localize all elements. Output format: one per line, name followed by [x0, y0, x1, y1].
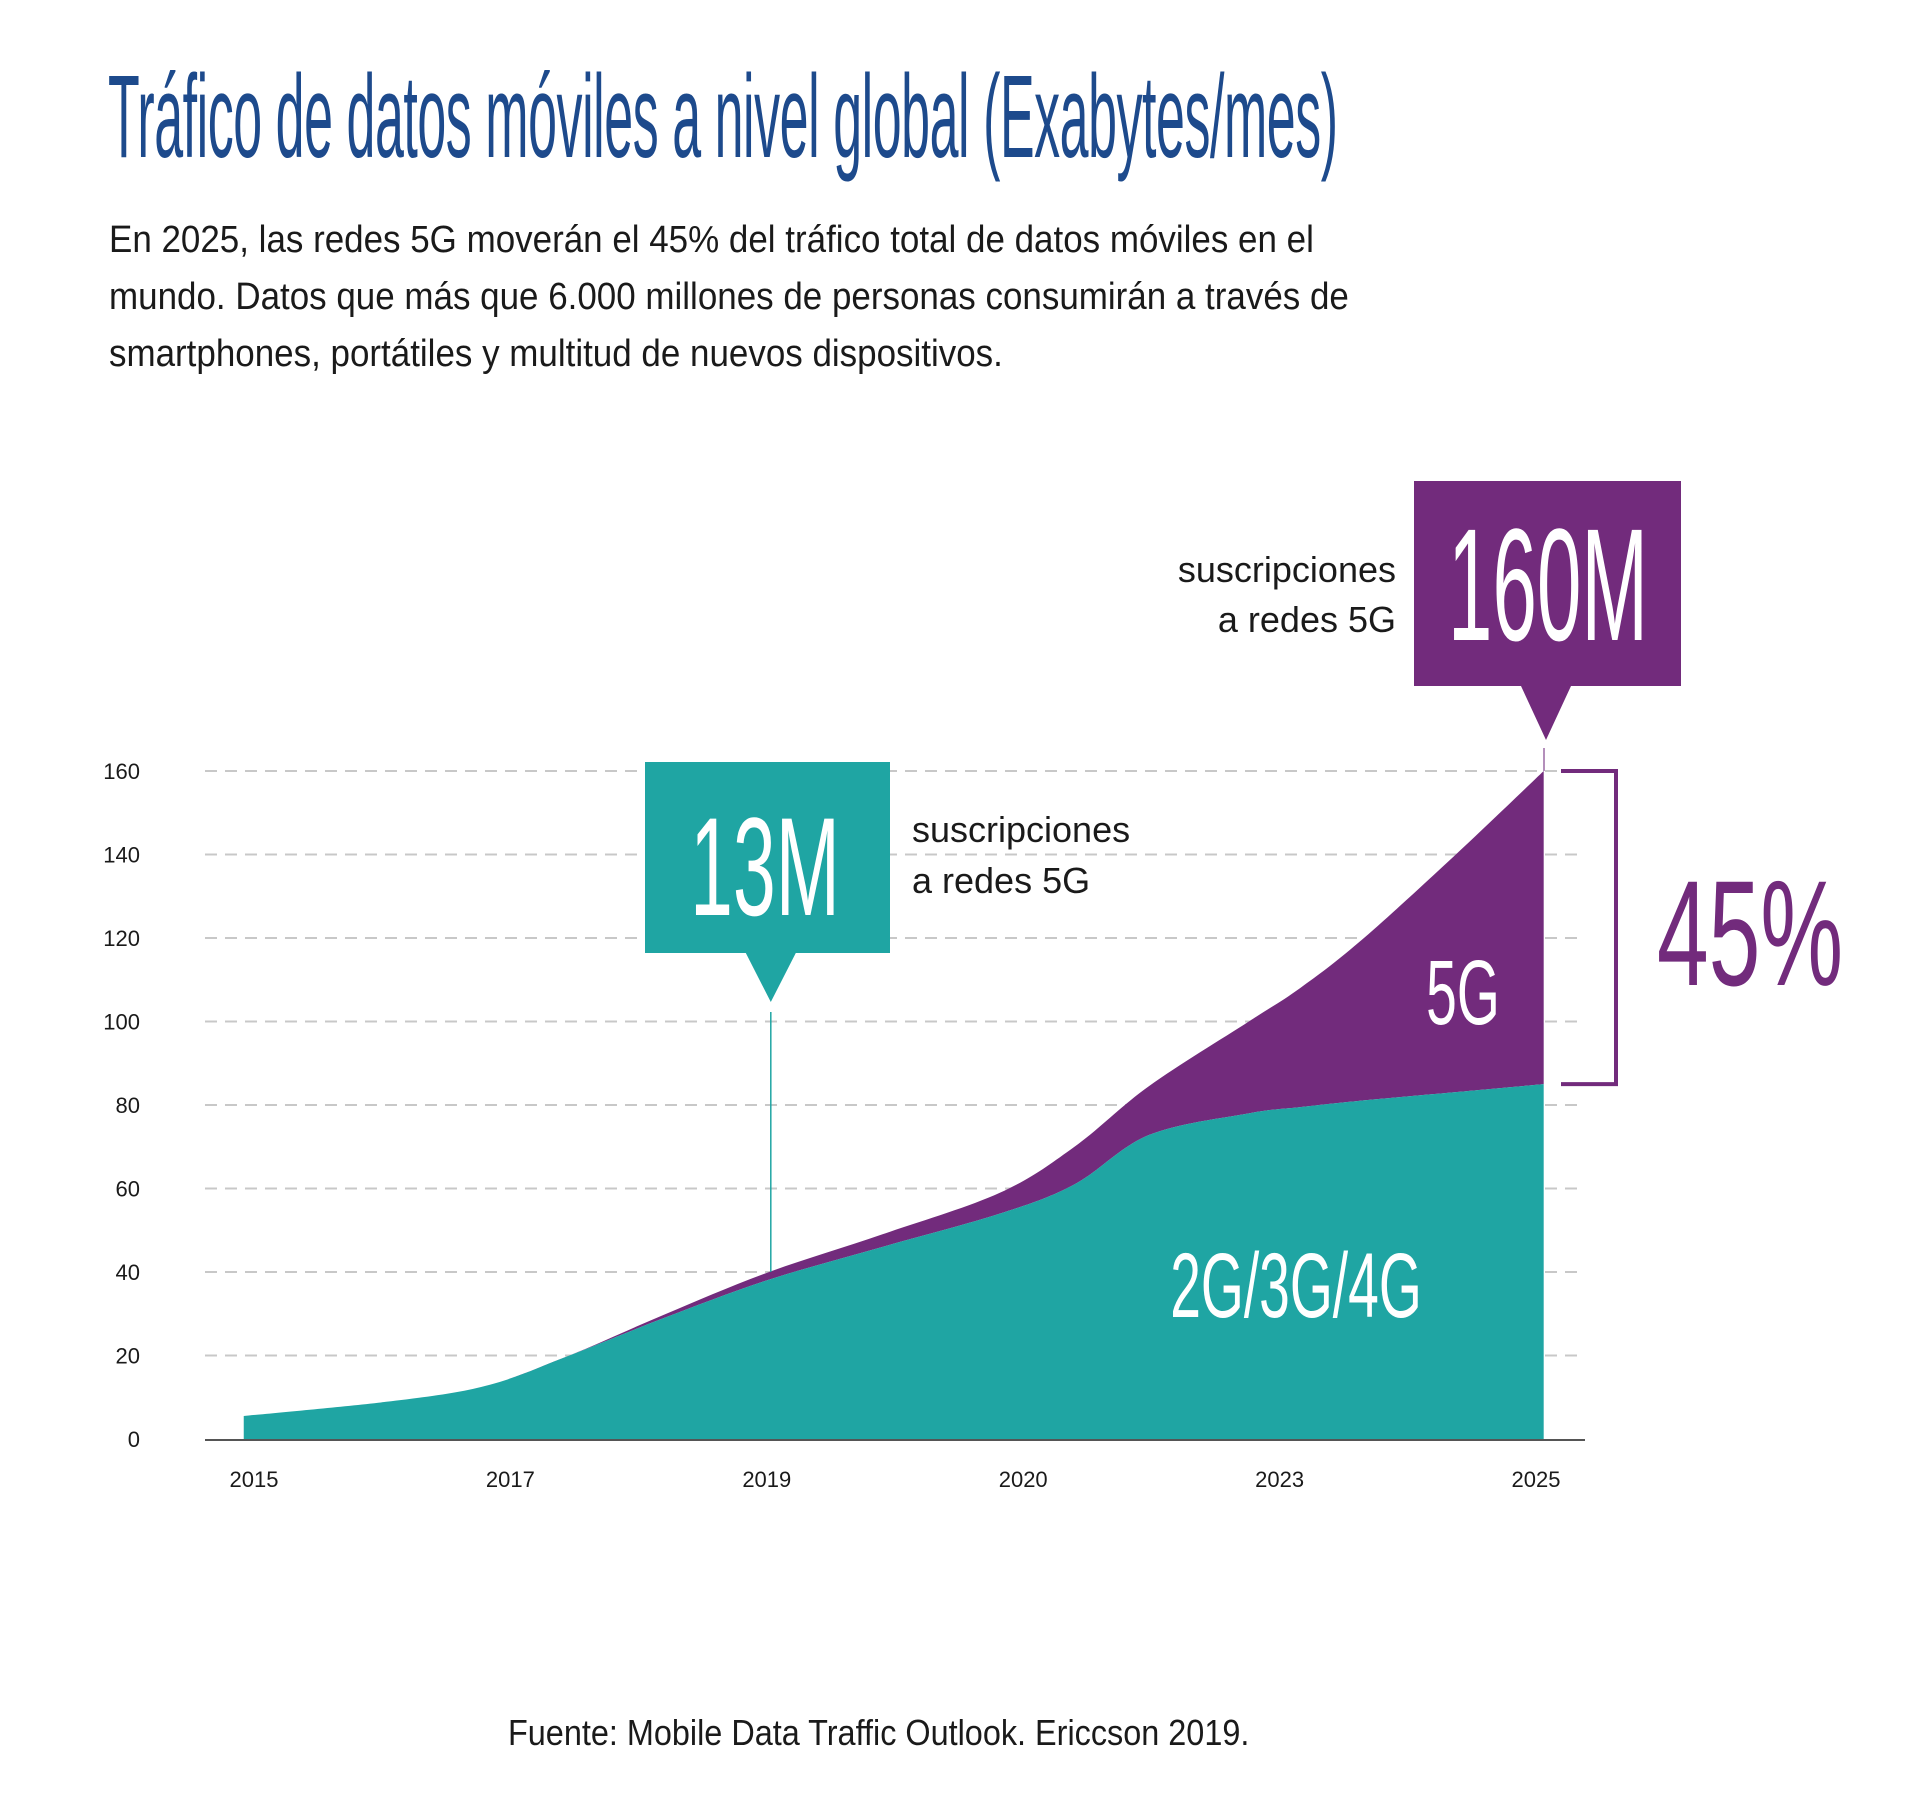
x-tick-label: 2019 [742, 1467, 791, 1492]
x-tick-label: 2020 [999, 1467, 1048, 1492]
y-tick-label: 100 [103, 1010, 140, 1035]
callout-2019: 13M suscripciones a redes 5G [645, 762, 1130, 1272]
callout-2025-value: 160M [1448, 495, 1648, 675]
share-5g-percentage: 45% [1657, 850, 1843, 1017]
chart-subtitle: En 2025, las redes 5G moverán el 45% del… [109, 212, 1673, 383]
callout-2019-caption-line: a redes 5G [912, 860, 1090, 901]
y-tick-label: 160 [103, 759, 140, 784]
y-tick-label: 120 [103, 926, 140, 951]
callout-2019-value: 13M [690, 789, 840, 945]
series-labels: 2G/3G/4G 5G [1170, 942, 1500, 1338]
x-tick-label: 2017 [486, 1467, 535, 1492]
y-tick-label: 0 [128, 1427, 140, 1452]
callout-2019-caption-line: suscripciones [912, 809, 1130, 850]
y-axis-ticks: 0 20 40 60 80 100 120 140 160 [103, 759, 140, 1452]
y-tick-label: 60 [116, 1177, 140, 1202]
x-tick-label: 2015 [230, 1467, 279, 1492]
y-tick-label: 40 [116, 1260, 140, 1285]
share-bracket: 45% [1561, 769, 1845, 1087]
subtitle-line: mundo. Datos que más que 6.000 millones … [109, 276, 1349, 318]
y-tick-label: 20 [116, 1344, 140, 1369]
x-axis-ticks: 2015 2017 2019 2020 2023 2025 [230, 1467, 1561, 1492]
series-label-5g: 5G [1426, 942, 1500, 1045]
callout-2019-box [645, 762, 890, 1002]
subtitle-line: En 2025, las redes 5G moverán el 45% del… [109, 219, 1314, 261]
source-note: Fuente: Mobile Data Traffic Outlook. Eri… [508, 1712, 1250, 1753]
x-tick-label: 2025 [1512, 1467, 1561, 1492]
chart-title: Tráfico de datos móviles a nivel global … [108, 51, 1338, 183]
area-5g [243, 771, 1544, 1417]
bracket-shape [1561, 769, 1618, 1087]
callout-2025: 160M suscripciones a redes 5G [1178, 481, 1681, 771]
area-2g3g4g [243, 1084, 1544, 1439]
chart-areas [243, 771, 1544, 1439]
subtitle-line: smartphones, portátiles y multitud de nu… [109, 333, 1003, 375]
callout-2025-box [1414, 481, 1681, 740]
series-label-2g3g4g: 2G/3G/4G [1170, 1235, 1422, 1338]
callout-2025-caption-line: suscripciones [1178, 549, 1396, 590]
x-tick-label: 2023 [1255, 1467, 1304, 1492]
callout-2025-caption-line: a redes 5G [1218, 599, 1396, 640]
y-tick-label: 140 [103, 843, 140, 868]
y-tick-label: 80 [116, 1093, 140, 1118]
